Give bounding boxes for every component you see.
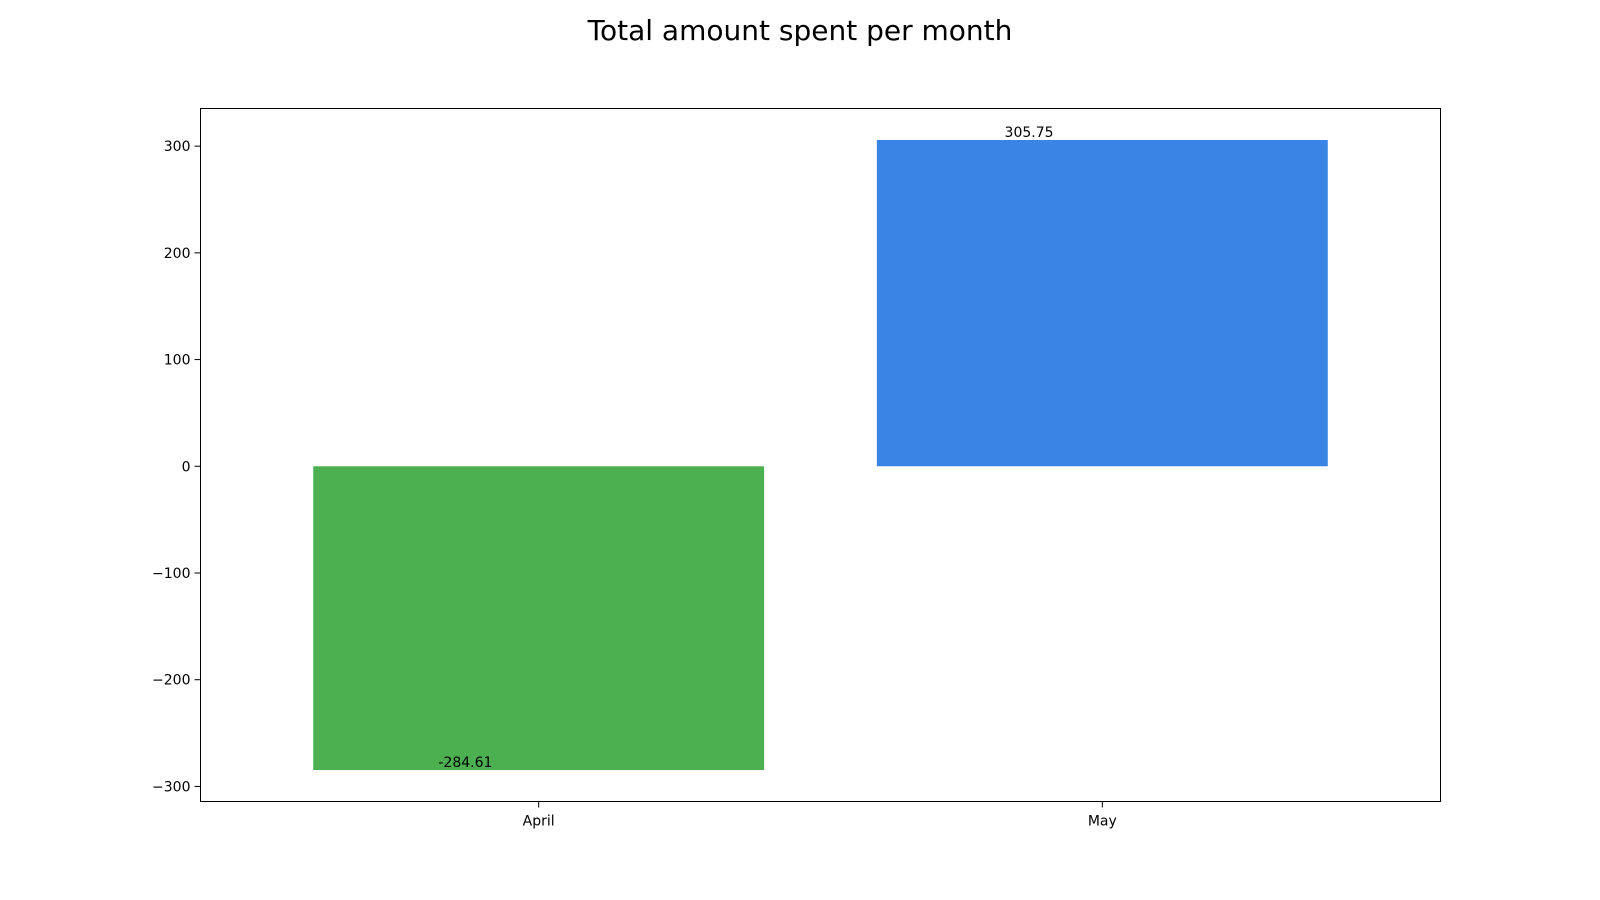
x-axis: April May xyxy=(523,801,1117,830)
bars-group xyxy=(313,140,1328,770)
y-tick-label: 100 xyxy=(164,353,191,369)
y-tick-label: −300 xyxy=(152,779,190,795)
data-label-may: 305.75 xyxy=(1005,125,1054,141)
y-tick-label: 200 xyxy=(164,246,191,262)
y-tick-label: 0 xyxy=(182,459,191,475)
x-tick-label-may: May xyxy=(1088,814,1117,830)
y-tick-label: −200 xyxy=(152,673,190,689)
data-label-april: -284.61 xyxy=(438,755,492,771)
y-tick-label: 300 xyxy=(164,139,191,155)
plot-frame xyxy=(200,108,1441,802)
bar-may xyxy=(876,140,1328,467)
data-labels: -284.61 305.75 xyxy=(438,125,1053,771)
bar-april xyxy=(313,466,765,770)
chart-title: Total amount spent per month xyxy=(587,14,1013,47)
y-axis: −300 −200 −100 0 100 200 300 xyxy=(152,139,201,795)
y-tick-label: −100 xyxy=(152,566,190,582)
x-tick-label-april: April xyxy=(523,814,555,830)
